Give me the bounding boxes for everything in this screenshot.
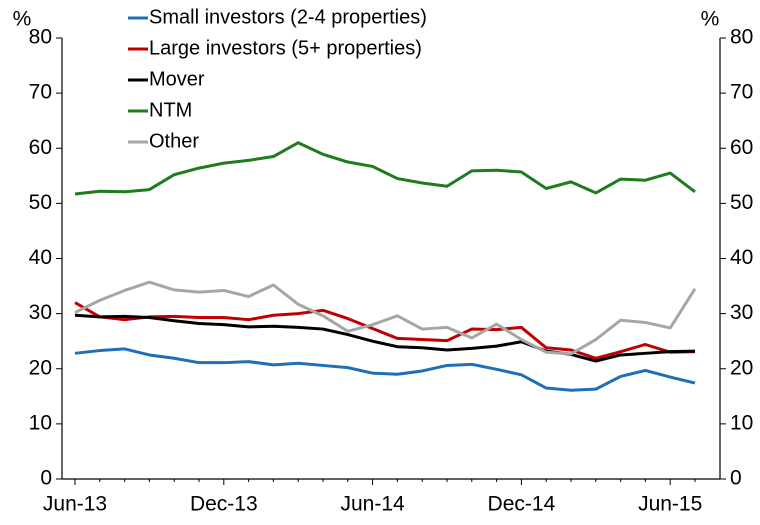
series-line <box>74 301 696 360</box>
y-tick-label: 40 <box>29 246 52 269</box>
y2-axis-label: % <box>701 8 720 31</box>
x-tick-label: Dec-14 <box>488 493 556 516</box>
y-tick-label: 80 <box>29 26 52 49</box>
y2-tick-label: 70 <box>730 81 753 104</box>
y-axis-label: % <box>13 8 32 31</box>
y-tick-label: 70 <box>29 81 52 104</box>
legend-label: Mover <box>149 68 205 90</box>
y-tick-label: 50 <box>29 191 52 214</box>
series-line <box>74 141 696 196</box>
legend-label: NTM <box>149 99 192 121</box>
y2-tick-label: 20 <box>730 356 753 379</box>
y2-tick-label: 60 <box>730 136 753 159</box>
x-tick-label: Dec-13 <box>190 493 258 516</box>
x-tick-label: Jun-15 <box>638 493 702 516</box>
y2-tick-label: 10 <box>730 411 753 434</box>
y-tick-label: 0 <box>40 467 52 490</box>
legend-label: Small investors (2-4 properties) <box>149 6 427 28</box>
y2-tick-label: 80 <box>730 26 753 49</box>
legend-label: Large investors (5+ properties) <box>149 37 422 59</box>
x-tick-label: Jun-14 <box>340 493 405 516</box>
y-tick-label: 10 <box>29 411 52 434</box>
y2-tick-label: 50 <box>730 191 753 214</box>
series-line <box>74 347 696 392</box>
legend-label: Other <box>149 130 199 152</box>
series-line <box>74 280 697 356</box>
x-tick-label: Jun-13 <box>43 493 107 516</box>
y-tick-label: 60 <box>29 136 52 159</box>
series-line <box>74 313 696 363</box>
y2-tick-label: 30 <box>730 301 753 324</box>
y-tick-label: 30 <box>29 301 52 324</box>
y2-tick-label: 40 <box>730 246 753 269</box>
y-tick-label: 20 <box>29 356 52 379</box>
y2-tick-label: 0 <box>730 467 742 490</box>
